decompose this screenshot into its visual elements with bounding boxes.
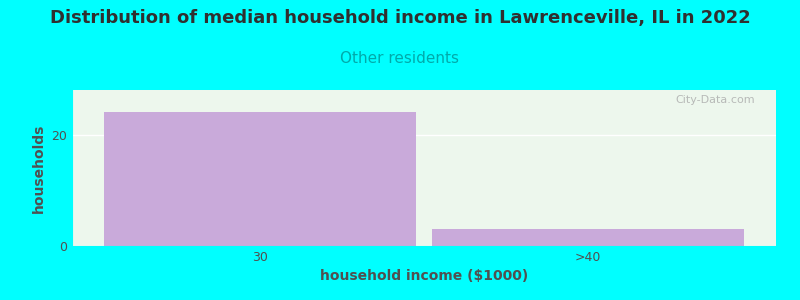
- Y-axis label: households: households: [32, 123, 46, 213]
- X-axis label: household income ($1000): household income ($1000): [320, 269, 528, 284]
- Text: City-Data.com: City-Data.com: [675, 95, 755, 105]
- Bar: [104, 112, 416, 246]
- Bar: [432, 229, 744, 246]
- Text: Distribution of median household income in Lawrenceville, IL in 2022: Distribution of median household income …: [50, 9, 750, 27]
- Text: Other residents: Other residents: [341, 51, 459, 66]
